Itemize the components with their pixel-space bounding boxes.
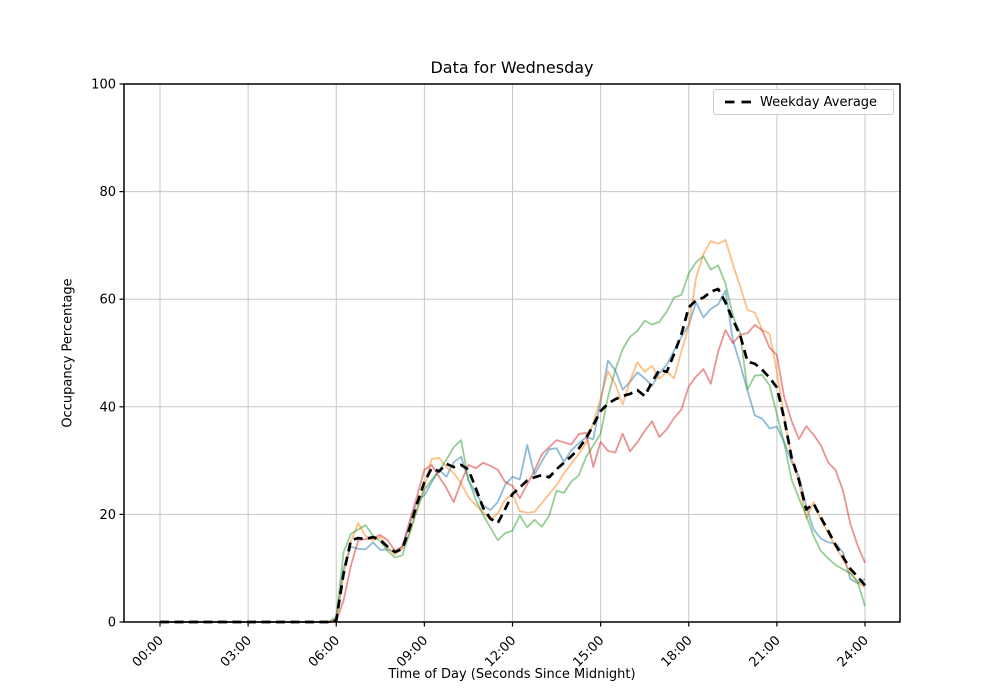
x-tick-label: 24:00: [835, 633, 872, 670]
legend-entry-weekday-average: Weekday Average: [760, 94, 878, 110]
x-tick-label: 00:00: [130, 633, 167, 670]
y-axis-label: Occupancy Percentage: [60, 278, 76, 428]
y-tick-label: 0: [108, 616, 116, 631]
x-tick-label: 03:00: [218, 633, 255, 670]
y-tick-label: 60: [99, 293, 116, 308]
x-tick-label: 21:00: [747, 633, 784, 670]
chart-title: Data for Wednesday: [430, 58, 594, 77]
legend-box: Weekday Average: [713, 89, 894, 115]
x-tick-label: 09:00: [394, 633, 431, 670]
x-tick-label: 18:00: [658, 633, 695, 670]
y-tick-label: 80: [99, 185, 116, 200]
x-axis-label: Time of Day (Seconds Since Midnight): [388, 667, 636, 682]
x-tick-label: 06:00: [306, 633, 343, 670]
x-tick-label: 15:00: [570, 633, 607, 670]
y-tick-label: 40: [99, 400, 116, 415]
legend-dashed-line-sample: [725, 100, 751, 104]
y-tick-label: 100: [91, 78, 116, 93]
x-tick-label: 12:00: [482, 633, 519, 670]
y-tick-label: 20: [99, 508, 116, 523]
